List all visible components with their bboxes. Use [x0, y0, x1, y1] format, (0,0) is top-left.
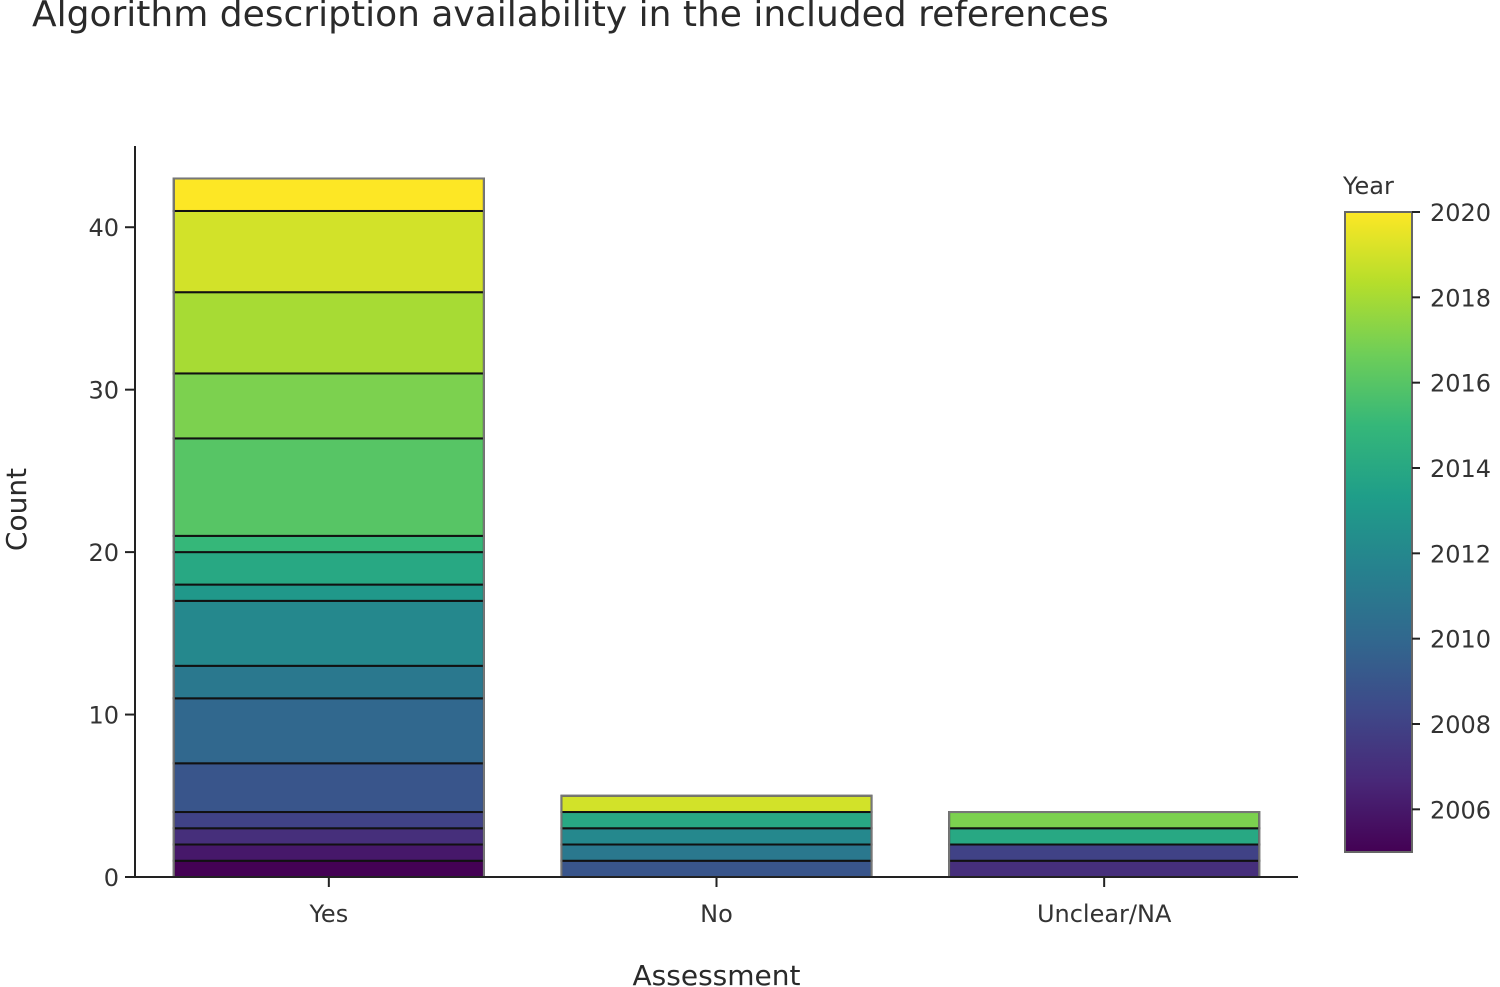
colorbar-tick-label: 2018 — [1430, 284, 1491, 312]
bar-segment — [560, 827, 873, 846]
colorbar-tick-label: 2006 — [1430, 796, 1491, 824]
colorbar-tick-label: 2008 — [1430, 711, 1491, 739]
bar-segment — [948, 843, 1261, 862]
bar-segment — [560, 859, 873, 878]
colorbar-gradient — [1344, 211, 1413, 853]
bar-yes — [172, 177, 485, 878]
y-tick-label: 20 — [88, 539, 119, 567]
bar-segment — [172, 583, 485, 602]
axes-layer: 0 10 20 30 40 Yes No Unclear/NA Assessment Count — [0, 146, 1298, 987]
bar-segment — [172, 551, 485, 586]
bar-segment — [172, 827, 485, 846]
bar-segment — [172, 177, 485, 212]
x-tick-label: No — [700, 900, 733, 928]
bar-segment — [948, 811, 1261, 830]
x-tick-label: Yes — [308, 900, 348, 928]
colorbar-tick-label: 2014 — [1430, 455, 1491, 483]
bar-segment — [172, 534, 485, 554]
colorbar-title: Year — [1342, 172, 1394, 200]
y-tick-label: 40 — [88, 214, 119, 242]
bar-segment — [172, 843, 485, 862]
bar-segment — [172, 437, 485, 537]
colorbar-tick-label: 2012 — [1430, 540, 1491, 568]
bar-segment — [172, 291, 485, 375]
y-axis-title: Count — [0, 468, 33, 551]
bar-unclear-na — [948, 811, 1261, 878]
x-tick-label: Unclear/NA — [1037, 900, 1172, 928]
bar-segment — [560, 811, 873, 830]
colorbar-tick-label: 2020 — [1430, 199, 1491, 227]
chart-title: Algorithm description availability in th… — [32, 0, 1109, 35]
y-tick-label: 0 — [104, 864, 119, 892]
bar-segment — [172, 209, 485, 294]
bar-segment — [948, 859, 1261, 878]
bar-segment — [948, 827, 1261, 846]
bar-segment — [560, 843, 873, 862]
colorbar-tick-label: 2010 — [1430, 626, 1491, 654]
y-tick-label: 10 — [88, 702, 119, 730]
y-tick-label: 30 — [88, 377, 119, 405]
bars-layer — [172, 177, 1261, 878]
bar-segment — [172, 664, 485, 700]
bar-no — [560, 794, 873, 878]
bar-segment — [172, 859, 485, 878]
x-axis-title: Assessment — [633, 959, 801, 987]
bar-segment — [172, 372, 485, 440]
bar-segment — [172, 762, 485, 814]
colorbar-tick-label: 2016 — [1430, 370, 1491, 398]
bar-segment — [560, 794, 873, 814]
colorbar: 2006 2008 2010 2012 2014 2016 2018 2020 Year — [1342, 172, 1491, 853]
bar-segment — [172, 599, 485, 667]
bar-segment — [172, 811, 485, 830]
bar-segment — [172, 697, 485, 765]
